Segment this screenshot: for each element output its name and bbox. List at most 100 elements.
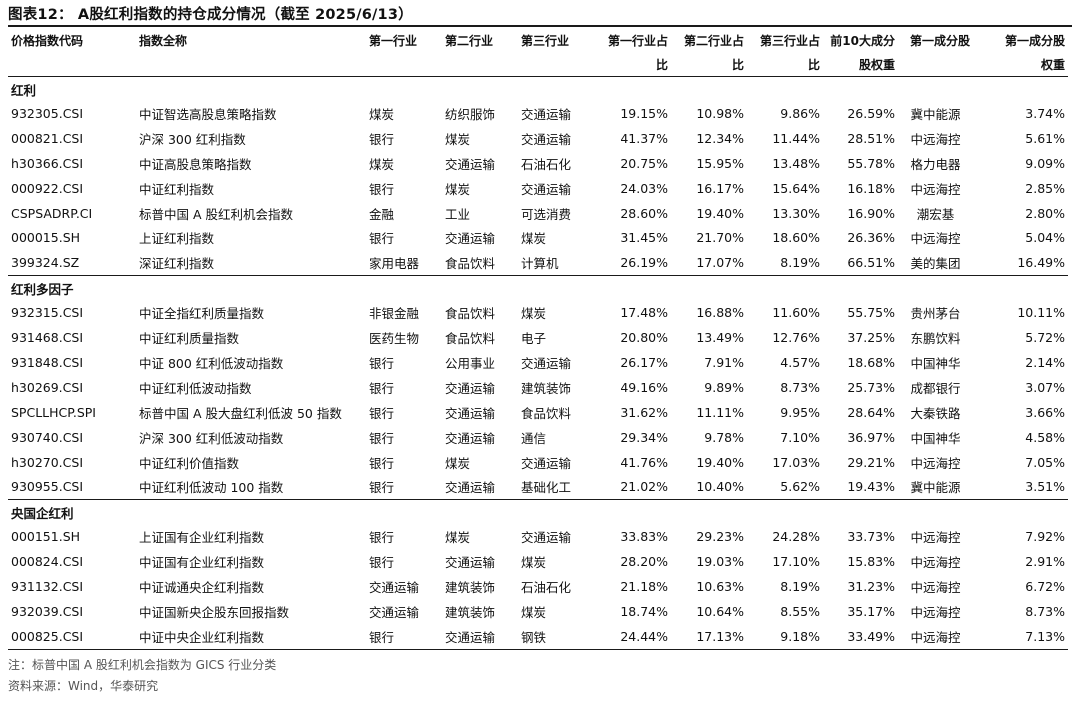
cell-top-stock: 东鹏饮料 <box>910 331 961 347</box>
cell-industry-3-share: 15.64% <box>772 180 820 196</box>
cell-industry-3-share: 11.60% <box>772 305 820 321</box>
cell-industry-2: 工业 <box>445 206 471 222</box>
cell-industry-3-share: 13.48% <box>772 155 820 171</box>
table-row: 399324.SZ 深证红利指数 家用电器 食品饮料 计算机 26.19% 17.07% 8.… <box>8 250 1068 277</box>
cell-index-code: h30269.CSI <box>11 379 84 395</box>
cell-index-name: 中证红利低波动指数 <box>139 380 252 396</box>
cell-industry-3: 钢铁 <box>518 623 594 650</box>
section-row: 央国企红利 <box>8 500 1068 525</box>
cell-industry-3-share: 24.28% <box>772 529 820 545</box>
table-row: 000922.CSI 中证红利指数 银行 煤炭 交通运输 24.03% 16.17% 15.6… <box>8 176 1068 201</box>
cell-industry-3-share: 5.62% <box>747 474 823 501</box>
cell-industry-1-share: 29.34% <box>620 429 668 445</box>
cell-top-stock-weight: 7.13% <box>973 623 1068 650</box>
cell-index-code: 000922.CSI <box>11 180 84 196</box>
cell-index-name: 深证红利指数 <box>136 250 366 277</box>
cell-industry-2-share: 7.91% <box>704 354 744 370</box>
cell-top-stock: 中远海控 <box>910 604 961 620</box>
cell-industry-1-share: 26.17% <box>620 354 668 370</box>
cell-industry-2: 交通运输 <box>445 156 496 172</box>
cell-industry-2-share: 10.63% <box>696 579 744 595</box>
cell-industry-2-share: 17.07% <box>671 250 747 277</box>
table-note: 注：标普中国 A 股红利机会指数为 GICS 行业分类 <box>8 658 277 672</box>
cell-index-code: 399324.SZ <box>8 250 136 277</box>
table-header: 价格指数代码 指数全称 第一行业 第二行业 第三行业 第一行业占 第二行业占 第… <box>8 28 1068 77</box>
cell-industry-3-share: 8.19% <box>747 250 823 277</box>
cell-index-name: 中证 800 红利低波动指数 <box>139 355 284 371</box>
cell-industry-2-share: 12.34% <box>696 130 744 146</box>
header-industry-1-share: 第一行业占 <box>607 33 668 48</box>
cell-industry-2-share: 19.03% <box>696 554 744 570</box>
cell-top-stock: 中远海控 <box>910 181 961 197</box>
cell-industry-2-share: 16.17% <box>696 180 744 196</box>
cell-top-stock: 中远海控 <box>910 530 961 546</box>
cell-top10-weight: 37.25% <box>847 330 895 346</box>
cell-industry-1-share: 49.16% <box>620 379 668 395</box>
header-industry-3-cont <box>518 52 594 77</box>
cell-index-code: 932305.CSI <box>11 105 84 121</box>
cell-industry-3-share: 11.44% <box>772 130 820 146</box>
cell-industry-2: 交通运输 <box>445 231 496 247</box>
cell-index-code: 000151.SH <box>11 529 81 545</box>
cell-industry-2-share: 9.89% <box>704 379 744 395</box>
cell-top-stock: 中远海控 <box>898 623 973 650</box>
cell-industry-2: 煤炭 <box>445 530 471 546</box>
cell-top-stock-weight: 8.73% <box>1025 603 1065 619</box>
cell-industry-2-share: 15.95% <box>696 155 744 171</box>
header-industry-1-share-cont: 比 <box>594 52 671 77</box>
cell-industry-1-share: 31.62% <box>620 404 668 420</box>
cell-index-name: 中证红利价值指数 <box>139 455 240 471</box>
cell-industry-1: 煤炭 <box>369 106 395 122</box>
cell-industry-2: 建筑装饰 <box>445 580 496 596</box>
cell-top-stock-weight: 2.91% <box>1025 554 1065 570</box>
cell-index-code: 931132.CSI <box>11 579 84 595</box>
cell-industry-1: 银行 <box>369 455 395 471</box>
cell-industry-2-share: 9.78% <box>704 429 744 445</box>
cell-index-name: 沪深 300 红利低波动指数 <box>139 430 284 446</box>
table-row: 000015.SH 上证红利指数 银行 交通运输 煤炭 31.45% 21.70% 18.60… <box>8 225 1068 250</box>
cell-industry-3: 基础化工 <box>518 474 594 501</box>
table-row: 932039.CSI 中证国新央企股东回报指数 交通运输 建筑装饰 煤炭 18.74% 10… <box>8 599 1068 624</box>
cell-industry-3-share: 12.76% <box>772 330 820 346</box>
cell-top-stock-weight: 3.66% <box>1025 404 1065 420</box>
cell-industry-2: 交通运输 <box>442 623 518 650</box>
cell-industry-1: 银行 <box>369 555 395 571</box>
cell-top-stock: 美的集团 <box>898 250 973 277</box>
cell-top-stock: 中远海控 <box>910 580 961 596</box>
cell-industry-1: 银行 <box>366 623 442 650</box>
cell-top-stock-weight: 5.61% <box>1025 130 1065 146</box>
cell-top-stock-weight: 7.92% <box>1025 529 1065 545</box>
cell-industry-2: 食品饮料 <box>442 250 518 277</box>
cell-top10-weight: 35.17% <box>847 603 895 619</box>
cell-index-name: 中证红利指数 <box>139 181 215 197</box>
cell-industry-3-share: 9.18% <box>747 623 823 650</box>
cell-industry-3: 食品饮料 <box>521 405 572 421</box>
header-industry-3-share-cont: 比 <box>747 52 823 77</box>
cell-industry-2: 煤炭 <box>445 131 471 147</box>
cell-industry-1-share: 21.02% <box>594 474 671 501</box>
cell-industry-2-share: 10.64% <box>696 603 744 619</box>
cell-index-code: h30270.CSI <box>11 454 84 470</box>
section-title: 央国企红利 <box>11 505 74 521</box>
table-row: 931132.CSI 中证诚通央企红利指数 交通运输 建筑装饰 石油石化 21.18% 10… <box>8 574 1068 599</box>
cell-industry-1: 银行 <box>369 405 395 421</box>
header-industry-2-share-cont: 比 <box>671 52 747 77</box>
cell-industry-2: 公用事业 <box>445 355 496 371</box>
cell-top10-weight: 16.90% <box>847 205 895 221</box>
cell-top-stock-weight: 16.49% <box>973 250 1068 277</box>
cell-index-name: 标普中国 A 股红利机会指数 <box>139 206 293 222</box>
cell-top-stock-weight: 9.09% <box>1025 155 1065 171</box>
cell-index-name: 中证红利质量指数 <box>139 331 240 347</box>
cell-industry-2-share: 13.49% <box>696 330 744 346</box>
cell-industry-3-share: 9.86% <box>780 105 820 121</box>
cell-top10-weight: 15.83% <box>847 554 895 570</box>
cell-industry-1-share: 41.37% <box>620 130 668 146</box>
cell-industry-2-share: 17.13% <box>671 623 747 650</box>
cell-index-name: 标普中国 A 股大盘红利低波 50 指数 <box>139 405 342 421</box>
cell-index-name: 中证国有企业红利指数 <box>139 555 265 571</box>
cell-top-stock: 格力电器 <box>910 156 961 172</box>
section-row: 红利多因子 <box>8 276 1068 301</box>
cell-industry-1-share: 26.19% <box>594 250 671 277</box>
table-row: h30269.CSI 中证红利低波动指数 银行 交通运输 建筑装饰 49.16% 9.89%… <box>8 375 1068 400</box>
cell-index-name: 中证智选高股息策略指数 <box>139 106 277 122</box>
